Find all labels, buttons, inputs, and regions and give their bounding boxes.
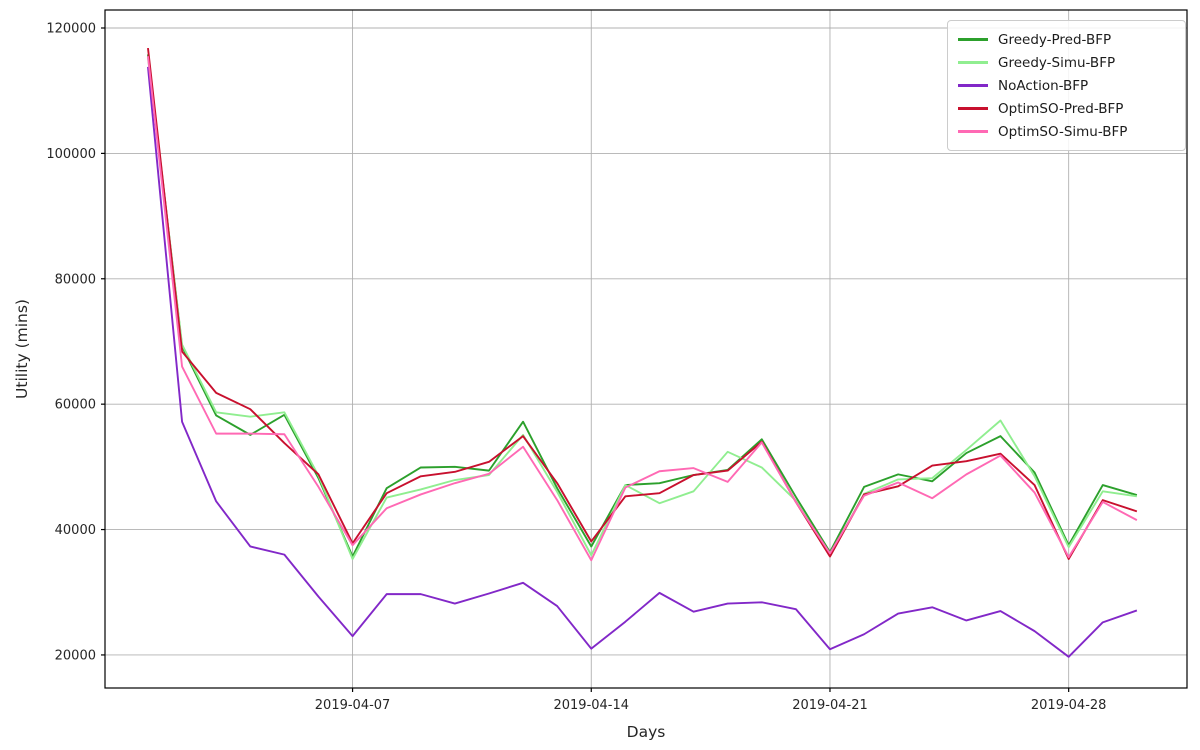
x-tick-label: 2019-04-14: [553, 698, 629, 713]
legend-line-swatch: [958, 61, 988, 64]
legend-label: NoAction-BFP: [998, 77, 1089, 94]
legend-label: Greedy-Pred-BFP: [998, 31, 1112, 48]
y-axis-label: Utility (mins): [13, 299, 31, 399]
y-tick-label: 100000: [46, 147, 96, 162]
series-line-NoAction-BFP: [147, 66, 1138, 658]
legend-item: Greedy-Simu-BFP: [958, 51, 1175, 74]
axes-frame: [104, 9, 1188, 689]
legend-item: NoAction-BFP: [958, 74, 1175, 97]
legend-label: OptimSO-Pred-BFP: [998, 100, 1124, 117]
x-tick-label: 2019-04-07: [315, 698, 391, 713]
legend-item: OptimSO-Pred-BFP: [958, 97, 1175, 120]
axis-ticks: [101, 27, 1070, 692]
legend-line-swatch: [958, 38, 988, 41]
legend-item: OptimSO-Simu-BFP: [958, 120, 1175, 143]
legend: Greedy-Pred-BFP Greedy-Simu-BFP NoAction-B…: [947, 20, 1186, 151]
legend-label: OptimSO-Simu-BFP: [998, 123, 1128, 140]
y-tick-label: 80000: [55, 272, 96, 287]
legend-line-swatch: [958, 84, 988, 87]
legend-item: Greedy-Pred-BFP: [958, 28, 1175, 51]
grid-lines: [105, 10, 1187, 688]
y-tick-label: 120000: [46, 21, 96, 36]
data-series-lines: [147, 47, 1138, 658]
x-tick-label: 2019-04-21: [792, 698, 868, 713]
y-tick-label: 40000: [55, 523, 96, 538]
series-line-OptimSO-Pred-BFP: [147, 47, 1138, 560]
y-tick-label: 60000: [55, 398, 96, 413]
series-line-Greedy-Pred-BFP: [147, 54, 1138, 558]
legend-label: Greedy-Simu-BFP: [998, 54, 1116, 71]
series-line-OptimSO-Simu-BFP: [147, 56, 1138, 562]
axis-tick-labels: 20000 40000 60000 80000 100000 120000 2019-04-…: [46, 21, 1106, 713]
x-axis-label: Days: [627, 723, 666, 741]
legend-line-swatch: [958, 107, 988, 110]
x-tick-label: 2019-04-28: [1031, 698, 1107, 713]
y-tick-label: 20000: [55, 648, 96, 663]
legend-line-swatch: [958, 130, 988, 133]
